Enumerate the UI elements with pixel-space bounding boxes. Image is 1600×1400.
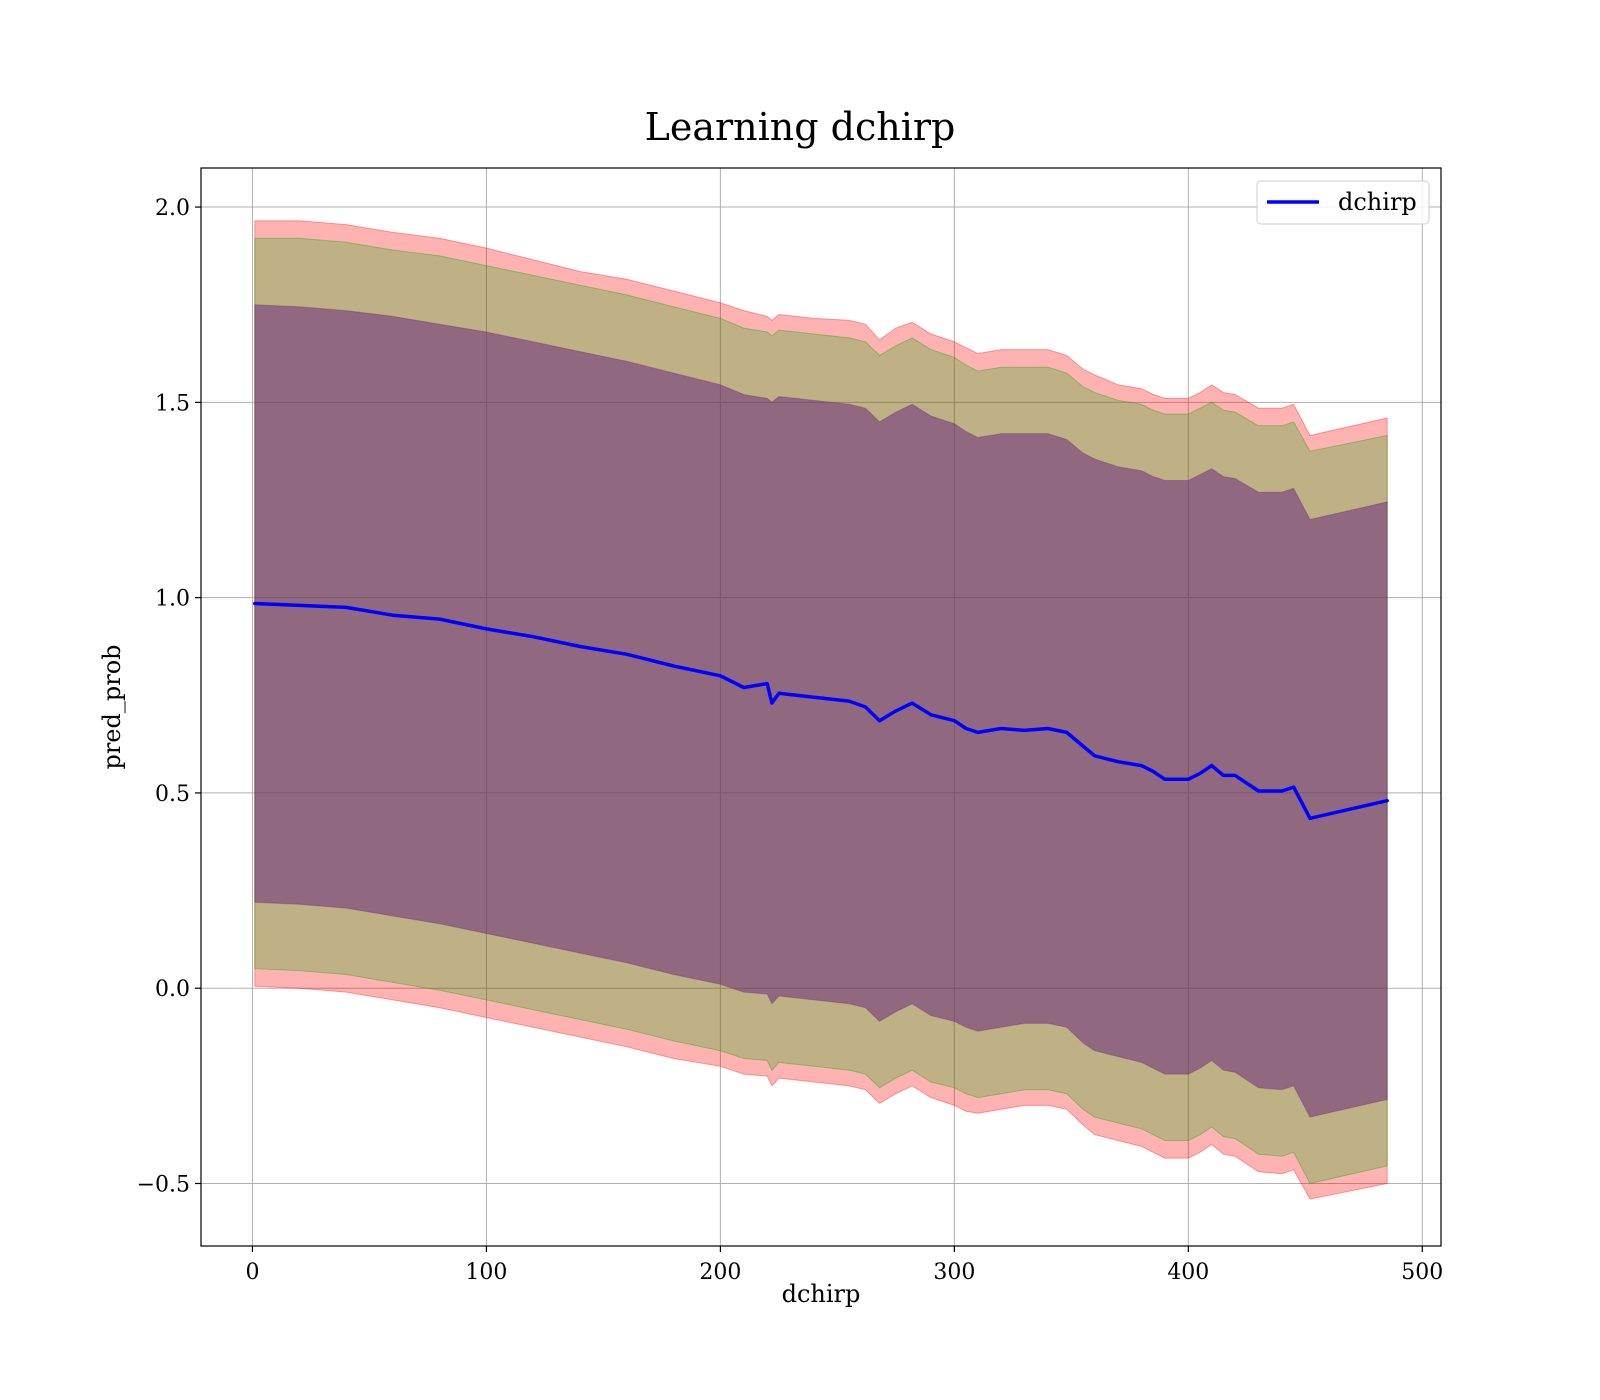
plot-frame — [200, 167, 1442, 1247]
y-tick-label: 0.0 — [155, 977, 190, 1002]
x-axis-label: dchirp — [782, 1280, 861, 1308]
confidence-bands — [254, 220, 1388, 1200]
x-tick-label: 500 — [1401, 1260, 1443, 1285]
series-line-dchirp — [253, 601, 1389, 821]
y-tick-label: 1.0 — [155, 587, 190, 612]
series-lines — [253, 601, 1389, 821]
legend: dchirp — [1256, 180, 1430, 225]
x-tick-label: 400 — [1167, 1260, 1209, 1285]
y-tick-label: −0.5 — [137, 1173, 190, 1198]
y-tick-label: 0.5 — [155, 782, 190, 807]
y-tick-label: 2.0 — [155, 196, 190, 221]
y-axis-label: pred_prob — [98, 644, 126, 769]
confidence-band-3 — [254, 304, 1388, 1118]
chart-title: Learning dchirp — [645, 105, 956, 149]
x-tick-label: 200 — [699, 1260, 741, 1285]
x-tick-label: 100 — [465, 1260, 507, 1285]
legend-box — [1256, 180, 1430, 225]
legend-label-dchirp: dchirp — [1338, 188, 1417, 216]
x-tick-label: 0 — [245, 1260, 259, 1285]
axis-ticks: 0 100 200 300 400 500 −0.5 0.0 0.5 1.0 1.5 2.0 — [137, 196, 1444, 1285]
y-tick-label: 1.5 — [155, 391, 190, 416]
x-tick-label: 300 — [933, 1260, 975, 1285]
